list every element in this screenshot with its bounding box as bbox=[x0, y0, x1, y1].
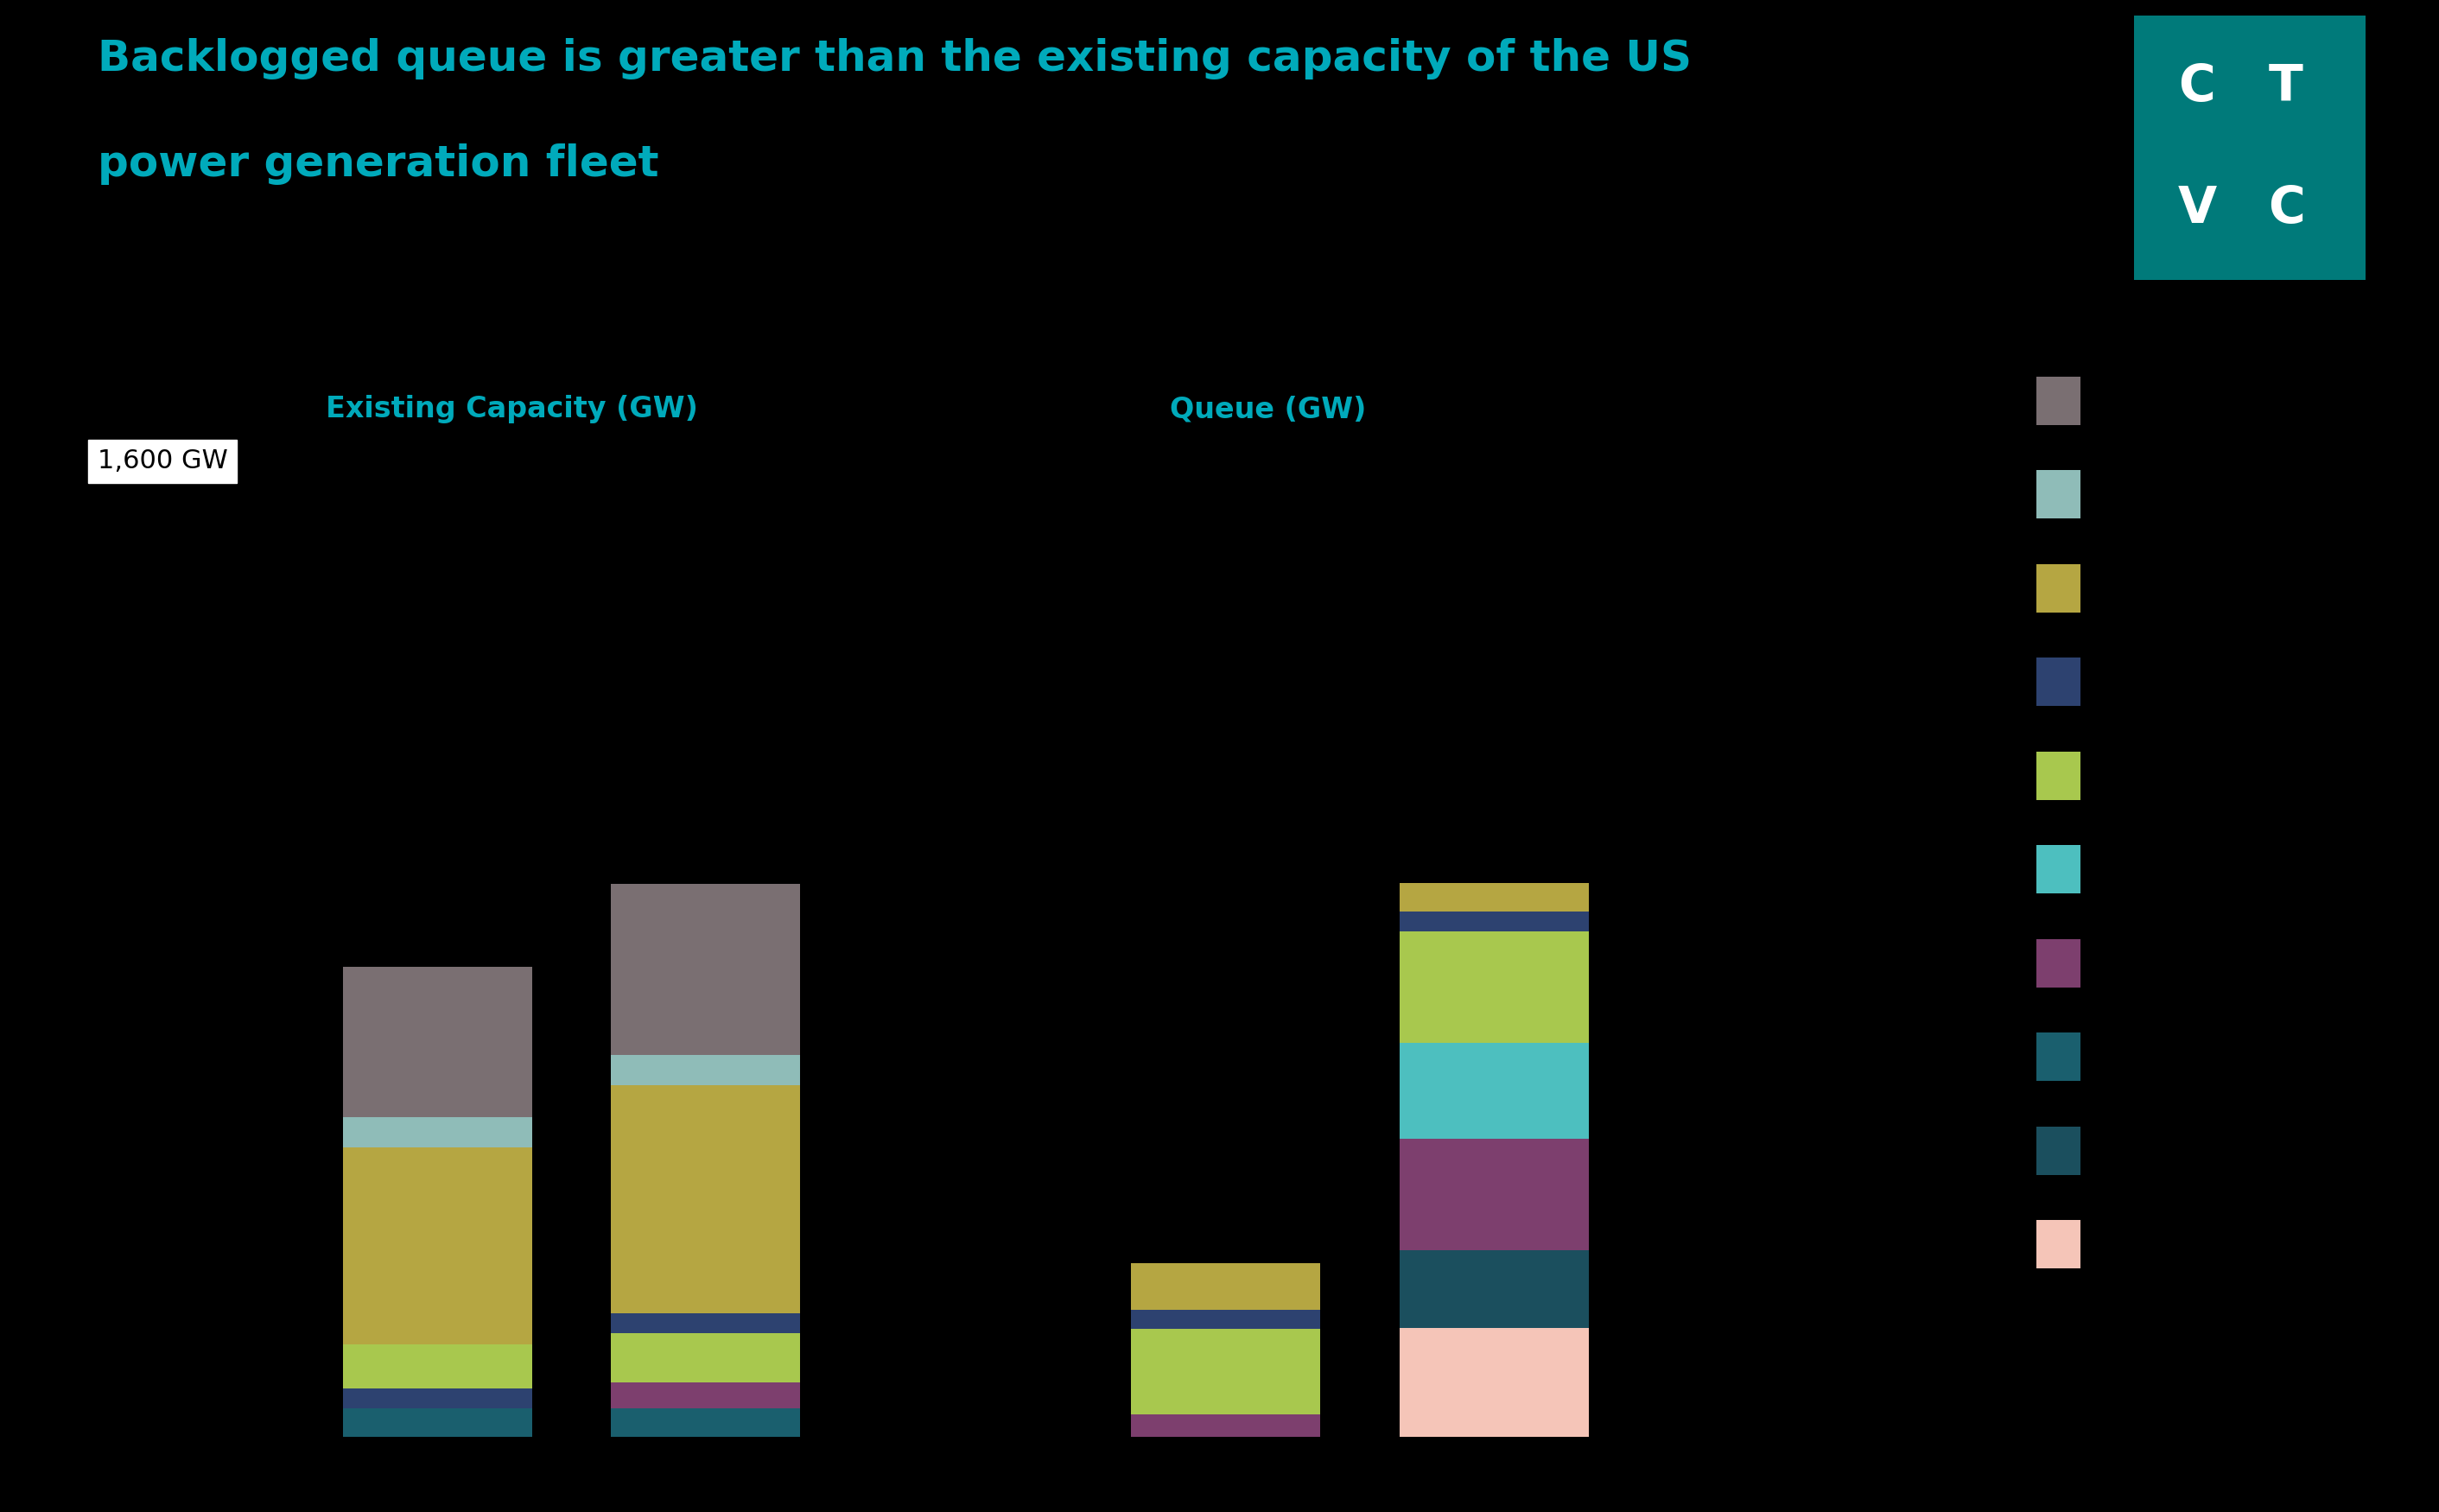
Bar bbox=[1400, 1139, 1588, 1250]
Bar bbox=[344, 966, 532, 1117]
Bar bbox=[344, 1388, 532, 1408]
Text: T: T bbox=[2268, 62, 2302, 112]
Bar bbox=[1400, 1250, 1588, 1328]
Bar bbox=[610, 1055, 800, 1086]
Bar bbox=[610, 1086, 800, 1312]
Bar bbox=[344, 1117, 532, 1148]
Bar bbox=[610, 885, 800, 1055]
Text: C: C bbox=[2178, 62, 2215, 112]
Text: V: V bbox=[2178, 183, 2217, 233]
Text: C: C bbox=[2268, 183, 2305, 233]
Bar bbox=[1400, 1042, 1588, 1139]
Bar bbox=[1400, 1328, 1588, 1436]
Bar bbox=[610, 1408, 800, 1436]
Bar bbox=[344, 1408, 532, 1436]
Bar bbox=[1132, 1415, 1319, 1436]
Bar bbox=[1132, 1329, 1319, 1415]
Bar bbox=[610, 1332, 800, 1382]
Text: Backlogged queue is greater than the existing capacity of the US: Backlogged queue is greater than the exi… bbox=[98, 38, 1693, 79]
Bar bbox=[1132, 1263, 1319, 1309]
Text: Existing Capacity (GW): Existing Capacity (GW) bbox=[327, 395, 698, 423]
Bar bbox=[610, 1382, 800, 1408]
Bar bbox=[344, 1344, 532, 1388]
Bar bbox=[1400, 931, 1588, 1042]
Bar bbox=[1132, 1309, 1319, 1329]
Text: Queue (GW): Queue (GW) bbox=[1171, 395, 1366, 423]
Bar bbox=[1400, 883, 1588, 912]
Bar bbox=[1400, 912, 1588, 931]
Text: 1,600 GW: 1,600 GW bbox=[98, 449, 227, 473]
Bar bbox=[610, 1312, 800, 1332]
Bar bbox=[344, 1148, 532, 1344]
Text: power generation fleet: power generation fleet bbox=[98, 144, 659, 184]
